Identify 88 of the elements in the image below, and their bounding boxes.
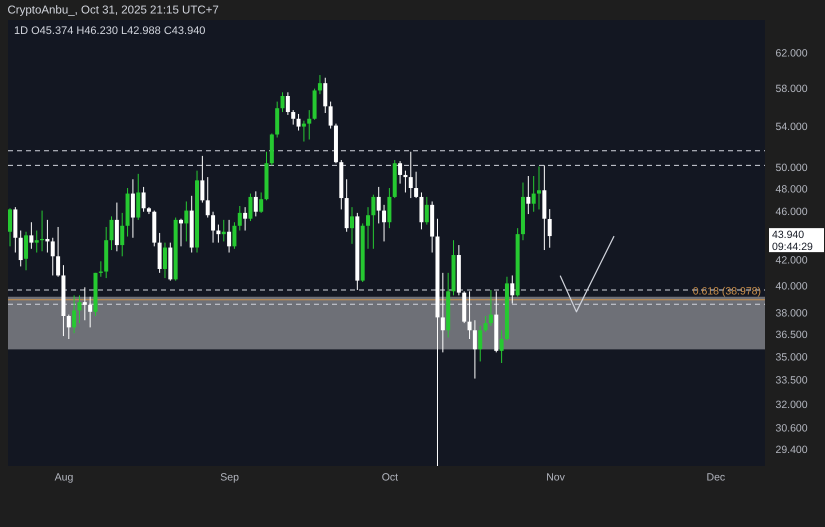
- candlestick: [323, 77, 328, 114]
- candlestick: [88, 296, 92, 328]
- y-tick-label: 33.500: [776, 374, 808, 387]
- candlestick: [254, 190, 258, 217]
- candlestick: [484, 316, 488, 332]
- candlestick: [184, 200, 188, 242]
- candlestick: [227, 219, 232, 254]
- y-tick-label: 50.000: [776, 162, 808, 174]
- candlestick: [56, 226, 60, 278]
- candlestick: [408, 151, 413, 199]
- candlestick: [45, 219, 50, 254]
- ref-line-label: 0.618 (38.978): [692, 286, 761, 298]
- x-tick-label: Dec: [706, 472, 726, 484]
- candlestick: [478, 325, 482, 362]
- candlestick: [142, 186, 146, 212]
- chart-title: CryptoAnbu_, Oct 31, 2025 21:15 UTC+7: [8, 4, 219, 16]
- candlestick: [537, 166, 542, 210]
- candlestick: [259, 192, 264, 214]
- candlestick: [510, 274, 514, 304]
- candlestick: [162, 242, 167, 279]
- candlestick: [366, 206, 370, 250]
- candlestick: [371, 194, 376, 250]
- y-tick-label: 35.000: [776, 351, 808, 364]
- y-tick-label: 42.000: [776, 254, 808, 267]
- candlestick: [110, 216, 114, 251]
- candlestick: [472, 320, 477, 380]
- y-tick-label: 36.500: [776, 329, 808, 342]
- candlestick: [532, 176, 536, 212]
- candlestick: [500, 330, 504, 364]
- candlestick: [178, 218, 183, 247]
- candlestick: [238, 205, 242, 232]
- candlestick: [307, 110, 312, 140]
- candlestick: [216, 224, 220, 244]
- candlestick: [77, 294, 82, 324]
- candlestick: [211, 211, 216, 244]
- candlestick: [98, 260, 103, 278]
- candlestick: [120, 212, 124, 257]
- candlestick: [243, 206, 248, 232]
- candlestick: [296, 113, 301, 132]
- candlestick: [291, 110, 296, 126]
- candlestick: [222, 219, 226, 242]
- x-tick-label: Oct: [382, 472, 398, 484]
- candlestick: [424, 196, 429, 226]
- candlestick: [200, 155, 204, 204]
- candlestick: [403, 170, 408, 193]
- candlestick: [18, 230, 23, 267]
- candlestick: [328, 101, 333, 130]
- chart-subtitle: 1D O45.374 H46.230 L42.988 C43.940: [14, 25, 206, 37]
- candlestick: [34, 230, 39, 254]
- candlestick: [414, 171, 418, 199]
- y-tick-label: 29.400: [776, 444, 808, 456]
- candlestick: [72, 294, 76, 334]
- candlestick: [468, 290, 472, 340]
- candlestick: [50, 237, 55, 276]
- candlestick: [130, 178, 135, 238]
- candlestick: [350, 206, 354, 244]
- text: 43.940 09:44:29: [772, 229, 814, 254]
- y-tick-label: 62.000: [776, 48, 808, 60]
- candlestick: [248, 193, 252, 222]
- candlestick: [8, 208, 12, 247]
- candlestick: [29, 222, 34, 250]
- x-tick-label: Sep: [220, 472, 240, 484]
- candlestick: [206, 176, 210, 218]
- candlestick: [548, 208, 552, 248]
- y-tick-label: 54.000: [776, 121, 808, 134]
- candlestick: [232, 222, 236, 250]
- candlestick: [382, 204, 386, 242]
- candlestick: [488, 289, 493, 326]
- y-tick-label: 46.000: [776, 206, 808, 218]
- candlestick: [526, 176, 530, 215]
- candlestick: [302, 120, 306, 142]
- x-tick-label: Nov: [546, 472, 566, 484]
- x-tick-label: Aug: [54, 472, 74, 484]
- candlestick: [66, 314, 71, 340]
- candlestick: [286, 92, 290, 116]
- candlestick: [318, 74, 322, 95]
- candlestick: [82, 286, 87, 321]
- y-tick-label: 38.000: [776, 308, 808, 320]
- candlestick: [440, 272, 445, 353]
- candlestick: [398, 160, 402, 184]
- y-tick-label: 40.000: [776, 280, 808, 292]
- candlestick: [24, 231, 28, 271]
- y-tick-label: 58.000: [776, 83, 808, 96]
- y-tick-label: 32.000: [776, 398, 808, 411]
- candlestick: [280, 92, 285, 113]
- y-tick-label: 48.000: [776, 184, 808, 196]
- candlestick: [376, 186, 381, 224]
- y-tick-label: 30.600: [776, 422, 808, 435]
